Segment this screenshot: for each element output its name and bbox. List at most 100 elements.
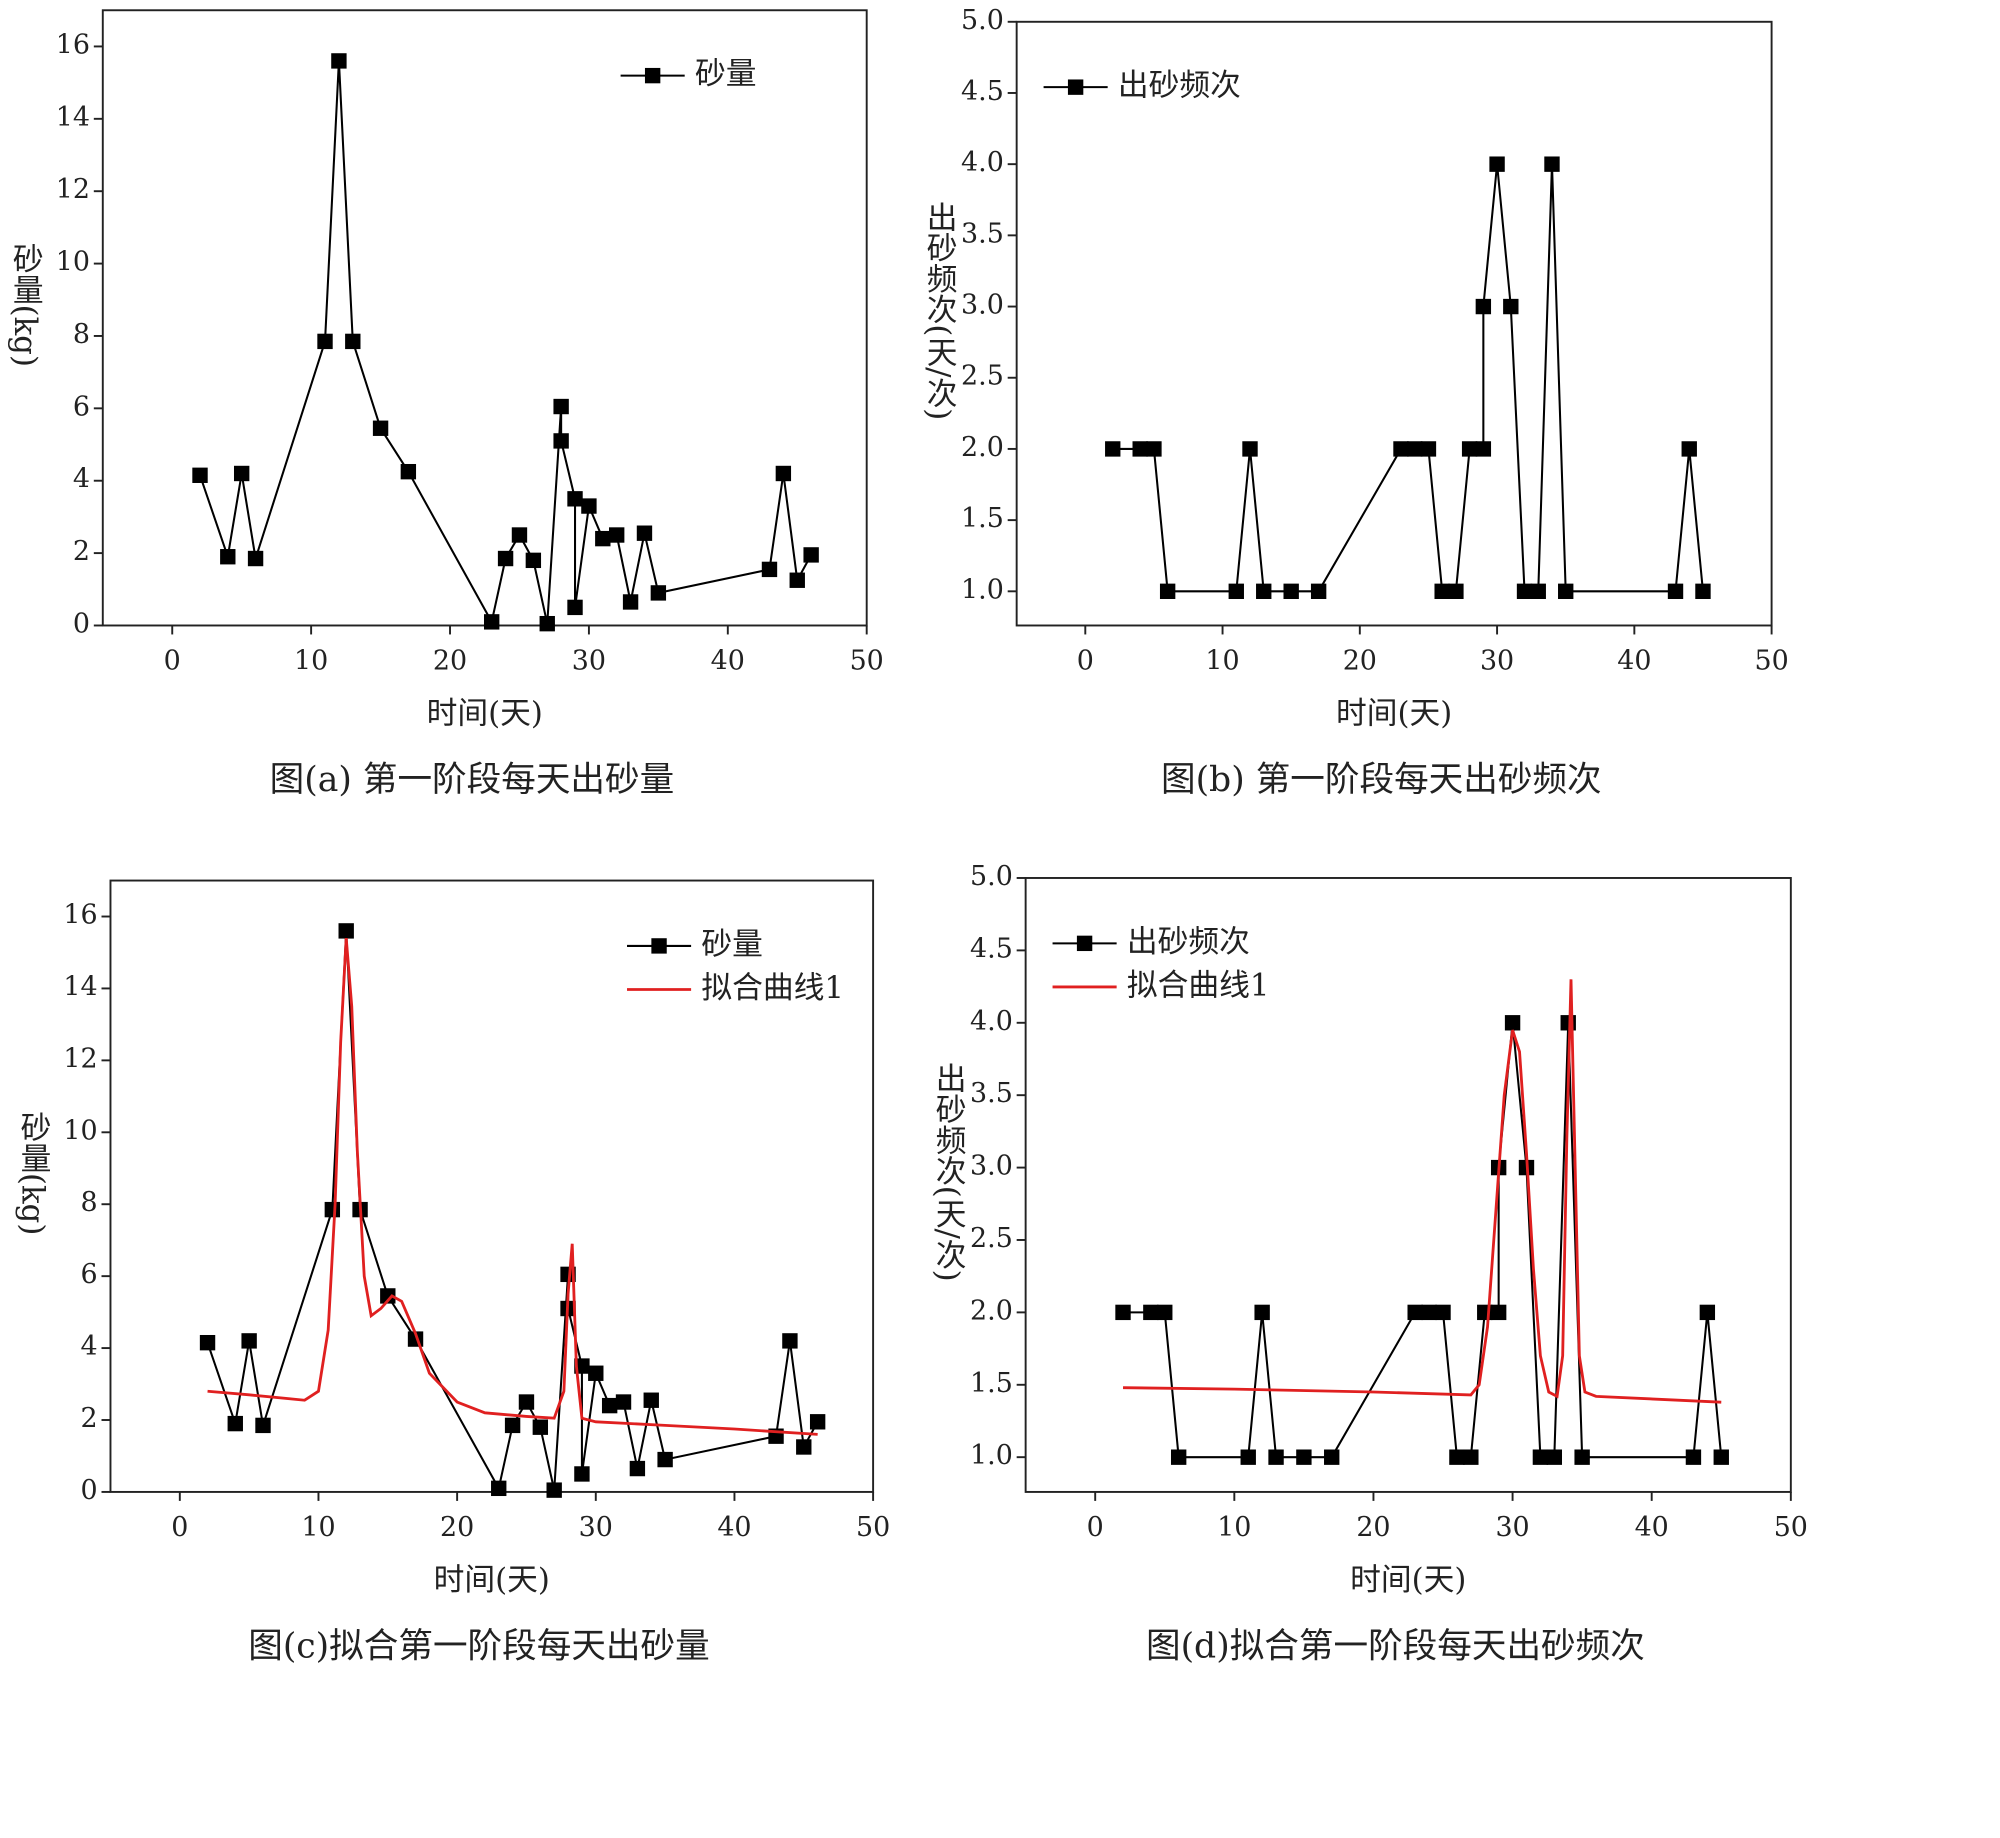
y-axis-title: 砂量(kg) — [15, 1112, 51, 1236]
y-tick-label: 4.0 — [970, 1006, 1013, 1037]
data-point — [1461, 441, 1478, 457]
legend-marker — [651, 938, 667, 954]
data-point — [1421, 1304, 1437, 1321]
y-tick-label: 12 — [56, 174, 90, 205]
data-point — [595, 530, 611, 547]
data-point — [553, 398, 569, 415]
data-point — [1449, 1449, 1465, 1465]
y-tick-label: 2 — [81, 1403, 98, 1434]
legend-marker — [1076, 935, 1093, 952]
data-point — [629, 1460, 646, 1477]
data-point — [1530, 583, 1546, 600]
y-tick-label: 0 — [73, 608, 90, 639]
chart-caption: 图(b) 第一阶段每天出砂频次 — [1161, 760, 1602, 800]
data-point — [1310, 583, 1327, 600]
data-point — [775, 465, 792, 482]
data-point — [1685, 1449, 1702, 1465]
data-point — [809, 1414, 826, 1430]
data-point — [1228, 583, 1244, 600]
y-tick-label: 2 — [73, 536, 90, 567]
data-point — [1546, 1449, 1563, 1465]
data-point — [567, 491, 583, 507]
data-point — [1699, 1304, 1716, 1321]
data-point — [581, 498, 597, 514]
data-point — [636, 525, 653, 541]
data-point — [1435, 1304, 1451, 1321]
data-point — [220, 549, 236, 565]
legend-label: 砂量 — [701, 926, 763, 962]
data-point — [1532, 1449, 1549, 1465]
data-point — [199, 1334, 216, 1351]
data-point — [532, 1419, 549, 1435]
data-point — [1558, 583, 1574, 600]
y-tick-label: 2.0 — [961, 432, 1004, 463]
plot-frame — [1015, 20, 1773, 627]
x-tick-label: 30 — [572, 646, 606, 677]
data-point — [1713, 1449, 1729, 1465]
data-point — [1407, 441, 1423, 457]
chart-caption: 图(a) 第一阶段每天出砂量 — [270, 760, 675, 800]
data-point — [1268, 1449, 1284, 1465]
data-point — [1159, 583, 1176, 600]
data-point — [1544, 156, 1560, 172]
data-point — [1490, 1304, 1507, 1321]
data-point — [622, 594, 639, 610]
data-point — [1503, 298, 1519, 315]
data-point — [1434, 583, 1450, 600]
data-point — [567, 599, 583, 616]
legend-marker — [1067, 79, 1084, 95]
data-point — [372, 420, 389, 436]
data-point — [1143, 1304, 1159, 1321]
data-point — [1516, 583, 1533, 600]
y-tick-label: 4 — [73, 464, 90, 495]
data-point — [789, 572, 805, 588]
y-tick-label: 1.5 — [961, 503, 1004, 534]
data-point — [525, 552, 542, 569]
y-tick-label: 2.5 — [970, 1223, 1013, 1254]
x-tick-label: 10 — [301, 1512, 335, 1543]
data-point — [643, 1392, 659, 1408]
data-point — [345, 333, 361, 350]
y-tick-label: 10 — [63, 1115, 97, 1146]
y-tick-label: 10 — [56, 247, 90, 278]
data-point — [1393, 441, 1409, 457]
data-point — [803, 547, 819, 563]
y-tick-label: 14 — [63, 971, 97, 1002]
data-point — [1157, 1304, 1173, 1321]
legend-label: 出砂频次 — [1118, 68, 1241, 104]
y-tick-label: 8 — [81, 1187, 98, 1218]
data-point — [241, 1333, 257, 1349]
data-point — [539, 615, 555, 632]
x-tick-label: 50 — [850, 646, 884, 677]
data-point — [497, 550, 514, 567]
data-point — [1420, 441, 1437, 457]
data-point — [796, 1439, 812, 1455]
y-tick-label: 4 — [81, 1331, 98, 1362]
x-tick-label: 30 — [579, 1512, 613, 1543]
y-tick-label: 2.5 — [961, 361, 1004, 392]
series-line — [207, 937, 818, 1436]
data-point — [1667, 583, 1684, 600]
data-point — [1560, 1015, 1576, 1031]
x-tick-label: 20 — [433, 646, 467, 677]
data-point — [1254, 1304, 1270, 1321]
y-tick-label: 3.0 — [961, 290, 1004, 321]
x-axis-title: 时间(天) — [427, 696, 543, 732]
y-tick-label: 3.0 — [970, 1151, 1013, 1182]
legend-label: 拟合曲线1 — [1127, 967, 1270, 1003]
x-tick-label: 40 — [711, 646, 745, 677]
x-tick-label: 30 — [1495, 1512, 1529, 1543]
x-tick-label: 0 — [164, 646, 181, 677]
y-tick-label: 1.5 — [970, 1368, 1013, 1399]
data-point — [1475, 441, 1492, 457]
data-point — [518, 1394, 535, 1410]
y-tick-label: 2.0 — [970, 1295, 1013, 1326]
x-tick-label: 0 — [1087, 1512, 1104, 1543]
x-tick-label: 50 — [1774, 1512, 1808, 1543]
data-point — [1681, 441, 1697, 457]
data-point — [1324, 1449, 1340, 1465]
y-tick-label: 14 — [56, 102, 90, 133]
x-tick-label: 40 — [717, 1512, 751, 1543]
y-tick-label: 0 — [81, 1475, 98, 1506]
